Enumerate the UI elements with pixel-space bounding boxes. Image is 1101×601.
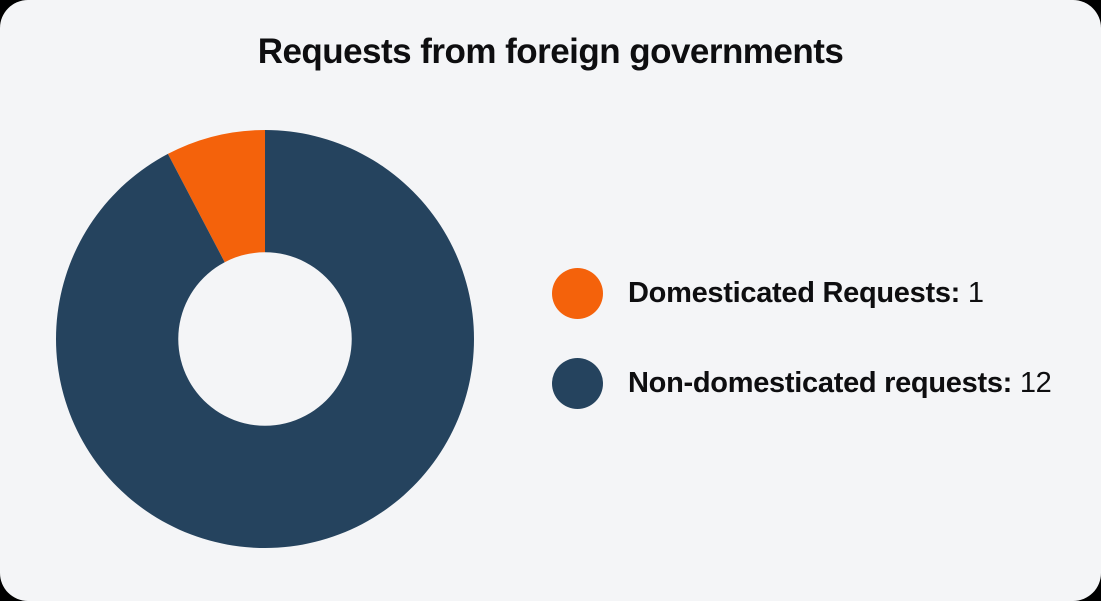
donut-slice-domesticated-requests	[167, 130, 266, 263]
legend-label: Domesticated Requests:	[628, 277, 961, 309]
legend-item-domesticated: Domesticated Requests: 1	[552, 268, 1052, 319]
legend-value: 12	[1019, 367, 1052, 399]
chart-title: Requests from foreign governments	[257, 32, 844, 71]
legend-value: 1	[967, 277, 984, 309]
donut-chart	[56, 130, 474, 548]
legend-item-non-domesticated: Non-domesticated requests: 12	[552, 358, 1052, 409]
legend-label: Non-domesticated requests:	[628, 367, 1013, 399]
donut-chart-container	[56, 130, 474, 548]
legend-text: Domesticated Requests: 1	[628, 277, 984, 310]
legend-swatch-non-domesticated-icon	[552, 358, 603, 409]
donut-slice-non-domesticated-requests	[56, 130, 474, 548]
legend: Domesticated Requests: 1 Non-domesticate…	[552, 268, 1052, 409]
legend-swatch-domesticated-icon	[552, 268, 603, 319]
legend-text: Non-domesticated requests: 12	[628, 367, 1052, 400]
